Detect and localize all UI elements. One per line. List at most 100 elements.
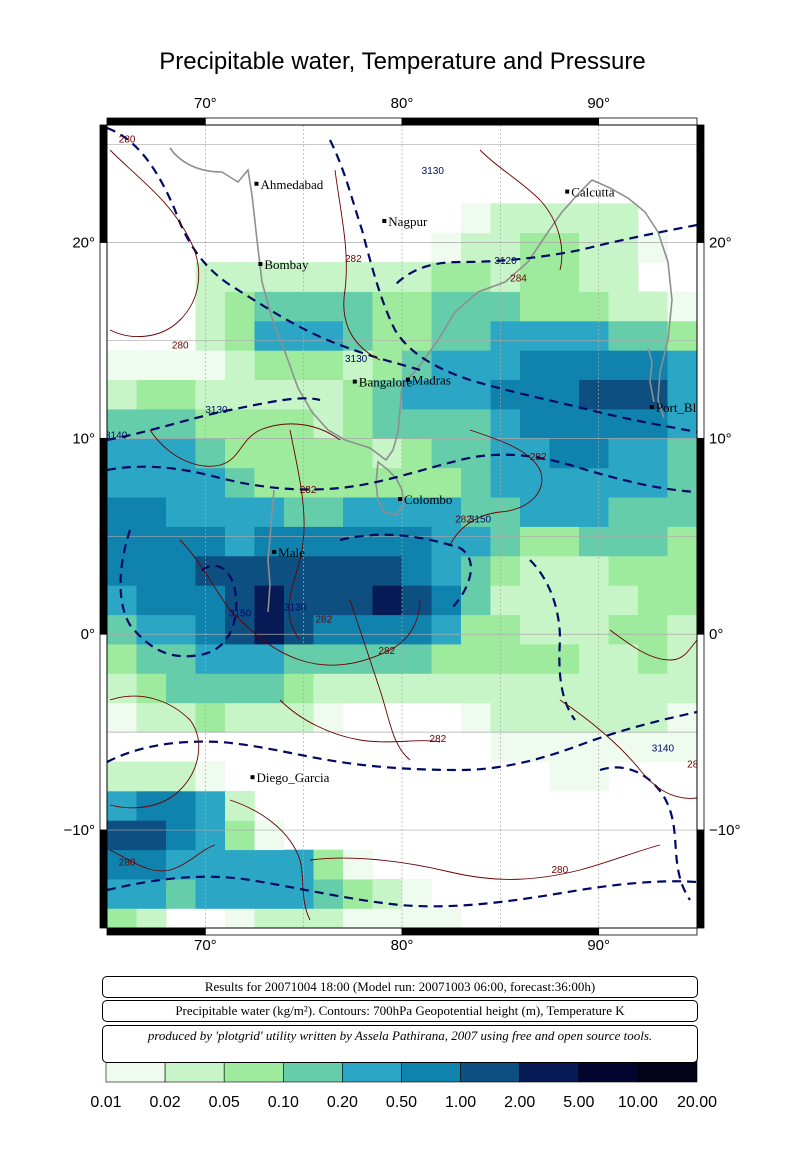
precipitable-water-cell <box>166 350 196 380</box>
precipitable-water-cell <box>225 291 255 322</box>
precipitable-water-cell <box>579 526 609 557</box>
coastline-andaman-islands <box>647 347 655 403</box>
precipitable-water-cell <box>136 438 167 469</box>
colorbar-swatch <box>637 1059 698 1083</box>
precipitable-water-cell <box>254 820 285 851</box>
precipitable-water-cell <box>490 526 521 557</box>
precipitable-water-cell <box>579 203 609 234</box>
precipitable-water-cell <box>579 673 609 704</box>
city-label: Male <box>278 545 305 560</box>
city-label: Calcutta <box>571 185 615 200</box>
precipitable-water-cell <box>579 555 609 586</box>
precipitable-water-cell <box>461 438 491 469</box>
precipitable-water-cell <box>431 291 462 322</box>
precipitable-water-cell <box>166 673 196 704</box>
precipitable-water-cell <box>638 614 668 645</box>
coastline-myanmar <box>591 179 673 419</box>
precipitable-water-cell <box>638 438 668 469</box>
precipitable-water-cell <box>313 467 344 498</box>
precipitable-water-cell <box>225 526 255 557</box>
precipitable-water-cell <box>313 644 344 674</box>
precipitable-water-cell <box>608 350 639 380</box>
precipitable-water-cell <box>461 320 491 351</box>
colorbar-tick-label: 2.00 <box>504 1094 536 1111</box>
precipitable-water-cell <box>107 879 137 909</box>
precipitable-water-cell <box>461 555 491 586</box>
precipitable-water-cell <box>461 526 491 557</box>
coastline-sri-lanka <box>375 460 405 516</box>
precipitable-water-cell <box>284 379 314 410</box>
precipitable-water-cell <box>608 409 639 439</box>
precipitable-water-cell <box>136 849 167 880</box>
precipitable-water-cell <box>579 702 609 733</box>
latitude-tick-label: 10° <box>72 430 95 447</box>
precipitable-water-cell <box>313 262 344 292</box>
frame-segment <box>99 633 108 831</box>
coastline-india-west <box>169 147 593 462</box>
precipitable-water-cell <box>136 526 167 557</box>
precipitable-water-cell <box>372 879 403 909</box>
colorbar-tick-label: 0.10 <box>267 1094 299 1111</box>
precipitable-water-cell <box>107 585 137 616</box>
precipitable-water-cell <box>372 585 403 616</box>
precipitable-water-cell <box>136 497 167 527</box>
precipitable-water-cell <box>343 409 373 439</box>
precipitable-water-cell <box>638 497 668 527</box>
precipitable-water-cell <box>343 467 373 498</box>
city-marker <box>382 218 387 223</box>
precipitable-water-cell <box>136 908 167 928</box>
precipitable-water-cell <box>549 320 580 351</box>
precipitable-water-cell <box>166 497 196 527</box>
precipitable-water-cell <box>490 232 521 263</box>
temperature-contour <box>109 844 216 872</box>
precipitable-water-cell <box>431 614 462 645</box>
precipitable-water-cell <box>461 673 491 704</box>
frame-segment <box>99 829 108 929</box>
precipitable-water-cell <box>549 702 580 733</box>
precipitable-water-cell <box>136 409 167 439</box>
precipitable-water-cell <box>195 849 226 880</box>
frame-segment <box>696 124 705 243</box>
temperature-contour-label: 282 <box>530 452 547 463</box>
precipitable-water-cell <box>579 467 609 498</box>
longitude-tick-label: 80° <box>391 95 414 112</box>
precipitable-water-cell <box>195 320 226 351</box>
colorbar-tick-label: 20.00 <box>676 1094 718 1111</box>
precipitable-water-cell <box>343 908 373 928</box>
precipitable-water-cell <box>225 555 255 586</box>
precipitable-water-cell <box>107 350 137 380</box>
precipitable-water-cell <box>343 350 373 380</box>
precipitable-water-cell <box>372 350 403 380</box>
precipitable-water-cell <box>490 262 521 292</box>
precipitable-water-cell <box>461 379 491 410</box>
precipitable-water-cell <box>313 908 344 928</box>
geopotential-contour <box>107 710 697 772</box>
precipitable-water-cell <box>549 761 580 792</box>
precipitable-water-cell <box>549 526 580 557</box>
precipitable-water-cell <box>107 673 137 704</box>
precipitable-water-cell <box>490 291 521 322</box>
precipitable-water-cell <box>107 702 137 733</box>
latitude-tick-label: 20° <box>72 235 95 252</box>
colorbar <box>105 1059 698 1083</box>
latitude-tick-label: −10° <box>709 822 740 839</box>
colorbar-tick-label: 5.00 <box>563 1094 595 1111</box>
frame-segment <box>99 242 108 439</box>
temperature-contour <box>288 429 305 641</box>
precipitable-water-cell <box>195 702 226 733</box>
precipitable-water-cell <box>579 320 609 351</box>
precipitable-water-cell <box>372 526 403 557</box>
precipitable-water-cell <box>549 409 580 439</box>
precipitable-water-cell <box>667 673 697 704</box>
precipitable-water-cell <box>195 350 226 380</box>
precipitable-water-cell <box>343 497 373 527</box>
precipitable-water-cell <box>490 379 521 410</box>
precipitable-water-cell <box>667 409 697 439</box>
precipitable-water-cell <box>461 467 491 498</box>
precipitable-water-cell <box>136 761 167 792</box>
precipitable-water-cell <box>638 732 668 762</box>
precipitable-water-cell <box>107 849 137 880</box>
precipitable-water-cell <box>166 467 196 498</box>
precipitable-water-cell <box>254 614 285 645</box>
temperature-contour <box>309 844 661 880</box>
